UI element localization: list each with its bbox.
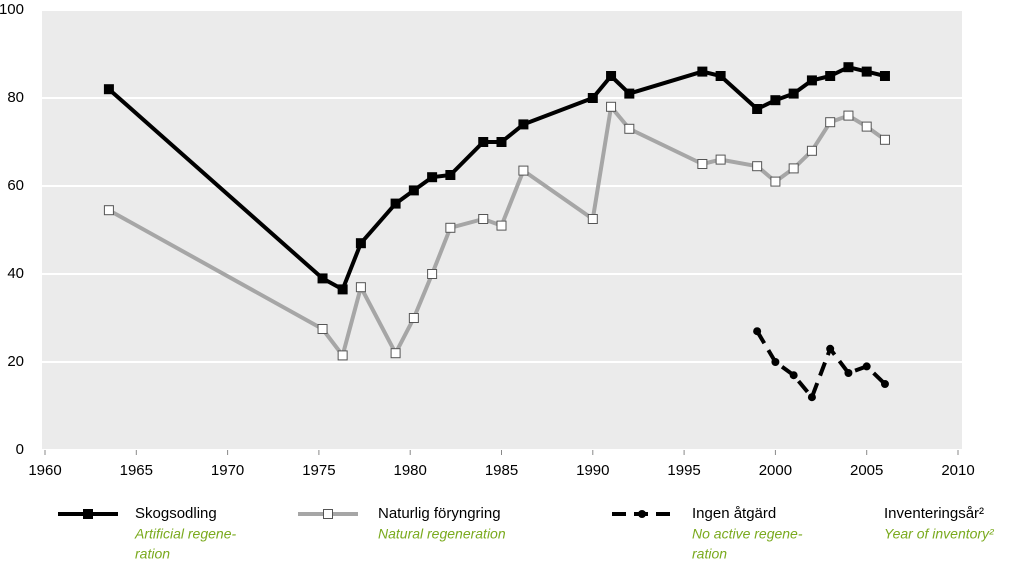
y-tick-label: 80 bbox=[7, 89, 24, 106]
point bbox=[715, 154, 726, 165]
point bbox=[788, 88, 799, 99]
point bbox=[587, 93, 598, 103]
point bbox=[788, 163, 799, 174]
point bbox=[861, 66, 872, 77]
x-tick-label: 2000 bbox=[759, 462, 792, 479]
point bbox=[478, 137, 489, 147]
x-tick-label: 2010 bbox=[941, 462, 974, 479]
x-tick-label: 1980 bbox=[394, 462, 427, 479]
point bbox=[697, 159, 708, 169]
point bbox=[624, 88, 635, 99]
point bbox=[826, 344, 835, 353]
legend-label: Ingen åtgärd bbox=[692, 505, 776, 522]
point bbox=[770, 95, 781, 106]
x-tick-label: 1975 bbox=[302, 462, 335, 479]
point bbox=[825, 117, 836, 128]
y-tick-label: 100 bbox=[0, 1, 24, 18]
point bbox=[880, 380, 889, 388]
point bbox=[518, 119, 529, 130]
point bbox=[408, 313, 419, 323]
point bbox=[445, 222, 456, 233]
point bbox=[587, 214, 598, 224]
point bbox=[317, 273, 328, 284]
y-tick-label: 40 bbox=[7, 265, 24, 282]
point bbox=[861, 121, 872, 132]
point bbox=[806, 75, 817, 86]
point bbox=[355, 238, 366, 249]
point bbox=[390, 198, 401, 209]
point bbox=[771, 358, 780, 366]
point bbox=[825, 71, 836, 81]
point bbox=[103, 84, 114, 95]
point bbox=[879, 71, 890, 81]
point bbox=[427, 269, 438, 279]
point bbox=[408, 185, 419, 196]
point bbox=[337, 284, 348, 295]
point bbox=[770, 176, 781, 187]
x-tick-label: 1990 bbox=[576, 462, 609, 479]
point bbox=[496, 220, 507, 231]
point bbox=[624, 123, 635, 134]
point bbox=[843, 110, 854, 121]
point bbox=[496, 137, 507, 147]
point bbox=[879, 134, 890, 145]
y-tick-label: 20 bbox=[7, 353, 24, 370]
point bbox=[606, 71, 617, 81]
legend-note: Inventeringsår² bbox=[884, 505, 984, 522]
point bbox=[355, 282, 366, 293]
point bbox=[478, 214, 489, 224]
point bbox=[862, 362, 871, 371]
point bbox=[103, 205, 114, 216]
x-tick-label: 1985 bbox=[485, 462, 518, 479]
legend-marker bbox=[323, 509, 333, 519]
legend-translation: ration bbox=[135, 546, 170, 562]
legend-translation: Artificial regene- bbox=[134, 526, 236, 542]
point bbox=[807, 393, 816, 402]
point bbox=[518, 165, 529, 176]
legend-translation: Natural regeneration bbox=[378, 526, 506, 542]
x-tick-label: 1965 bbox=[120, 462, 153, 479]
point bbox=[753, 327, 762, 336]
x-tick-label: 1995 bbox=[667, 462, 700, 479]
point bbox=[317, 324, 328, 334]
y-tick-label: 60 bbox=[7, 177, 24, 194]
legend-note-translation: Year of inventory² bbox=[884, 526, 995, 542]
x-tick-label: 2005 bbox=[850, 462, 883, 479]
point bbox=[606, 101, 617, 112]
legend-marker bbox=[83, 509, 93, 519]
point bbox=[789, 371, 798, 380]
legend-label: Skogsodling bbox=[135, 505, 217, 522]
point bbox=[843, 62, 854, 73]
legend-label: Naturlig föryngring bbox=[378, 505, 501, 522]
point bbox=[806, 145, 817, 156]
x-tick-label: 1960 bbox=[28, 462, 61, 479]
point bbox=[337, 350, 348, 361]
point bbox=[427, 172, 438, 183]
point bbox=[844, 369, 853, 377]
point bbox=[752, 104, 763, 114]
y-tick-label: 0 bbox=[16, 441, 24, 458]
point bbox=[390, 348, 401, 359]
x-tick-label: 1970 bbox=[211, 462, 244, 479]
legend-marker bbox=[638, 510, 646, 518]
legend-translation: No active regene- bbox=[692, 526, 803, 542]
point bbox=[752, 161, 763, 172]
legend-translation: ration bbox=[692, 546, 727, 562]
point bbox=[445, 170, 456, 180]
point bbox=[697, 66, 708, 77]
point bbox=[715, 71, 726, 81]
